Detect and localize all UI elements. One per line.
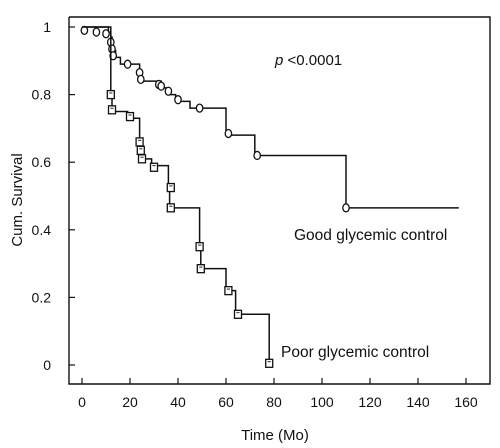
y-tick-label: 0.4 <box>32 222 52 238</box>
y-tick-label: 1 <box>43 19 51 35</box>
x-tick-label: 120 <box>358 394 382 410</box>
censor-mark <box>265 358 274 368</box>
x-axis-title: Time (Mo) <box>241 427 309 444</box>
censor-mark <box>135 137 144 147</box>
censor-mark <box>92 27 101 37</box>
x-tick-label: 40 <box>170 394 186 410</box>
censor-mark <box>157 81 166 91</box>
censor-mark <box>196 264 205 274</box>
censor-mark <box>149 162 159 172</box>
p-value-text: <0.0001 <box>283 52 342 69</box>
y-tick-label: 0 <box>43 357 51 373</box>
censor-mark <box>224 128 233 139</box>
censor-mark <box>136 74 145 85</box>
y-axis-title: Cum. Survival <box>9 153 26 246</box>
tick-labels: 0 20 40 60 80 100 120 140 160 0 0.2 0.4 0.6 0.8 1 <box>32 19 478 410</box>
y-tick-label: 0.2 <box>32 289 52 305</box>
series-label-poor: Poor glycemic control <box>281 344 429 361</box>
series-poor <box>82 26 274 368</box>
x-tick-label: 0 <box>78 394 86 410</box>
censor-mark <box>137 154 147 164</box>
series-layer <box>80 25 459 368</box>
censor-mark <box>166 182 175 193</box>
censor-mark <box>342 203 350 213</box>
censor-mark <box>195 242 204 252</box>
censor-mark <box>125 111 135 122</box>
x-tick-label: 140 <box>406 394 430 410</box>
censor-mark <box>195 103 204 113</box>
x-tick-label: 160 <box>454 394 478 410</box>
x-tick-label: 80 <box>266 394 282 410</box>
censor-mark <box>224 285 233 296</box>
plot-frame <box>68 16 491 385</box>
censor-mark <box>233 309 243 319</box>
p-value-annotation: p <0.0001 <box>274 52 342 69</box>
series-label-good: Good glycemic control <box>294 227 447 244</box>
survival-curve <box>82 26 459 209</box>
axes <box>68 16 491 385</box>
x-tick-label: 100 <box>310 394 334 410</box>
censor-mark <box>166 203 175 213</box>
y-tick-label: 0.6 <box>32 154 52 170</box>
censor-mark <box>106 89 115 100</box>
censor-mark <box>136 145 145 156</box>
censor-mark <box>253 150 262 161</box>
y-tick-label: 0.8 <box>32 87 52 103</box>
x-tick-label: 60 <box>218 394 234 410</box>
censor-mark <box>123 59 132 69</box>
x-tick-label: 20 <box>122 394 138 410</box>
censor-mark <box>102 29 110 39</box>
p-value-symbol: p <box>274 52 283 69</box>
censor-mark <box>109 51 118 61</box>
censor-mark <box>174 95 182 105</box>
censor-mark <box>107 105 117 115</box>
censor-mark <box>164 86 173 96</box>
tick-marks <box>69 26 467 384</box>
series-good <box>80 25 459 213</box>
